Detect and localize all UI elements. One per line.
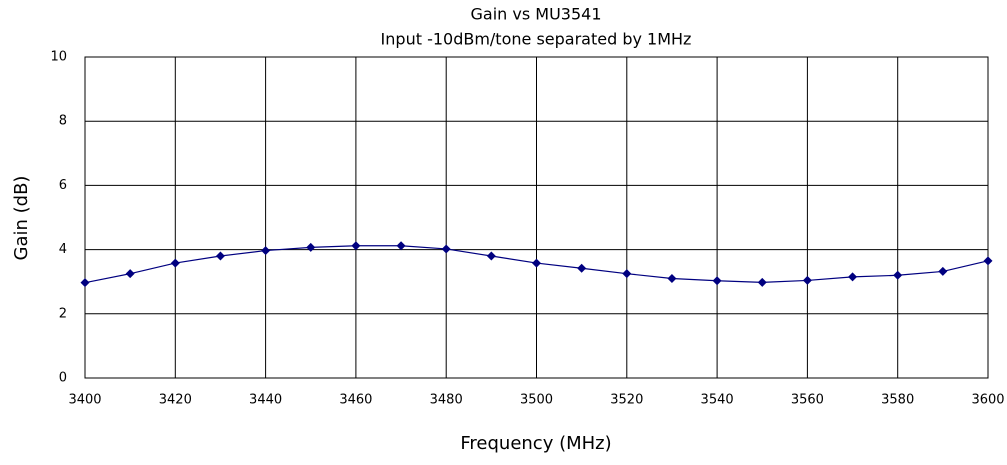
x-tick-label: 3560 bbox=[791, 393, 824, 408]
data-point bbox=[532, 258, 541, 268]
x-tick-label: 3500 bbox=[520, 393, 553, 408]
data-point bbox=[577, 263, 587, 273]
data-point bbox=[622, 269, 632, 279]
data-point bbox=[802, 275, 812, 285]
x-axis-label: Frequency (MHz) bbox=[460, 433, 611, 454]
x-tick-label: 3540 bbox=[701, 393, 734, 408]
y-tick-label: 4 bbox=[59, 242, 67, 257]
data-point bbox=[486, 251, 496, 261]
y-tick-label: 6 bbox=[59, 178, 67, 193]
data-point bbox=[125, 269, 135, 279]
y-tick-label: 2 bbox=[59, 306, 67, 321]
y-tick-label: 8 bbox=[59, 114, 67, 129]
x-tick-label: 3600 bbox=[971, 393, 1004, 408]
data-point bbox=[893, 270, 903, 280]
data-point bbox=[80, 278, 90, 288]
chart-title: Gain vs MU3541 bbox=[471, 5, 602, 24]
data-point bbox=[351, 241, 361, 251]
data-point bbox=[757, 277, 767, 287]
y-axis-label: Gain (dB) bbox=[11, 176, 32, 261]
x-tick-label: 3520 bbox=[610, 393, 643, 408]
data-point bbox=[712, 276, 722, 286]
chart-subtitle: Input -10dBm/tone separated by 1MHz bbox=[381, 30, 692, 49]
data-point bbox=[215, 251, 225, 261]
data-point bbox=[667, 273, 677, 283]
data-point bbox=[983, 256, 993, 266]
x-tick-label: 3460 bbox=[339, 393, 372, 408]
data-point bbox=[261, 246, 271, 256]
x-tick-label: 3440 bbox=[249, 393, 282, 408]
data-point bbox=[170, 258, 180, 268]
data-point bbox=[441, 244, 451, 254]
data-point bbox=[848, 272, 858, 282]
data-point bbox=[938, 266, 948, 276]
y-tick-label: 0 bbox=[59, 371, 67, 386]
x-tick-label: 3400 bbox=[68, 393, 101, 408]
x-tick-label: 3420 bbox=[159, 393, 192, 408]
y-tick-label: 10 bbox=[50, 50, 67, 65]
data-point bbox=[396, 241, 406, 251]
x-tick-label: 3480 bbox=[430, 393, 463, 408]
x-tick-label: 3580 bbox=[881, 393, 914, 408]
data-point bbox=[306, 242, 316, 252]
